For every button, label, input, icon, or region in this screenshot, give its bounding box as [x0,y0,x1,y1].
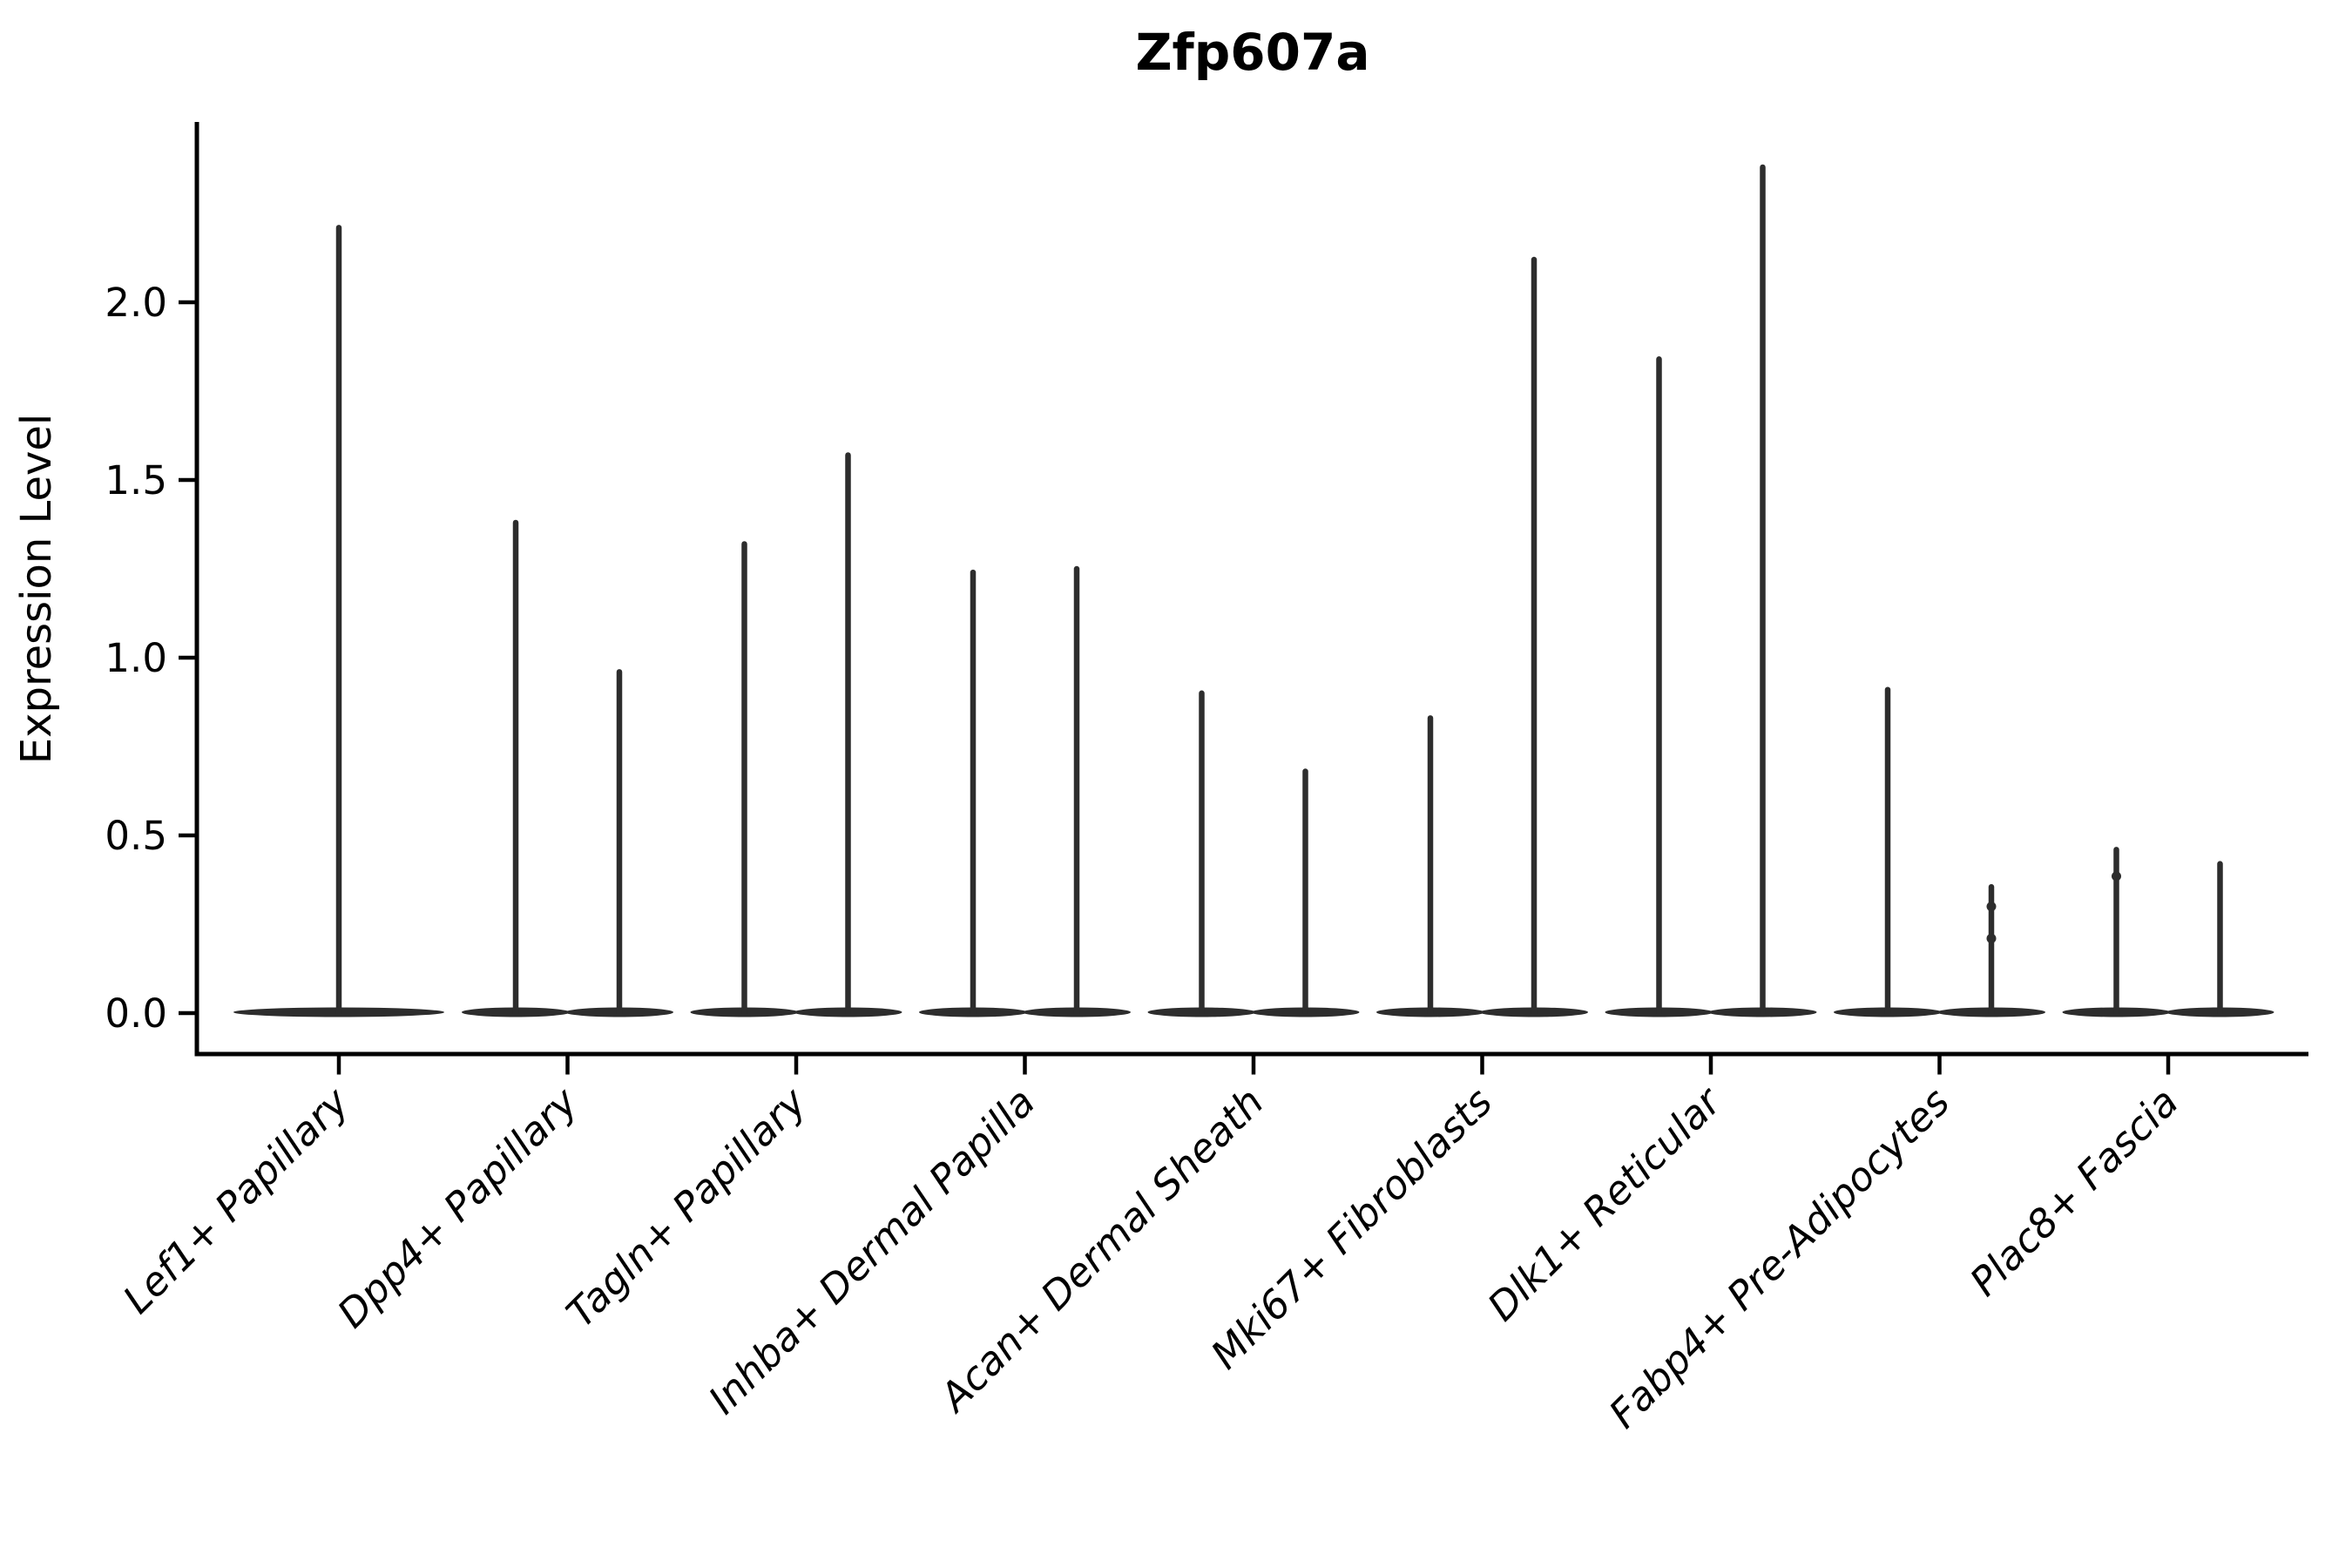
violin-layer [233,164,2274,1017]
violin [462,519,570,1017]
x-tick-label: Dpp4+ Papillary [328,1078,587,1336]
y-axis-title: Expression Level [12,414,61,765]
violin [1480,256,1588,1017]
violin [1937,883,2045,1017]
x-tick-label: Plac8+ Fascia [1961,1078,2187,1305]
violin-bump [1986,933,1997,943]
violin [1834,686,1942,1017]
x-tick-label: Tagln+ Papillary [558,1078,816,1336]
chart-title: Zfp607a [1135,23,1369,82]
violin-bump [2112,871,2121,882]
violin [1605,356,1713,1017]
y-tick-label: 0.0 [105,990,167,1037]
x-tick-label: Lef1+ Papillary [114,1078,359,1322]
violin [2166,861,2274,1017]
y-tick-label: 1.0 [105,635,167,681]
violin [1708,164,1817,1017]
violin [690,541,799,1017]
violin-bump [1986,902,1997,912]
violin [565,669,673,1017]
violin [233,225,444,1017]
x-tick-label: Dlk1+ Reticular [1478,1078,1731,1330]
violin [794,452,902,1017]
violin [1376,715,1484,1017]
violin [1251,768,1360,1017]
violin [2062,847,2171,1017]
violin [1147,690,1256,1017]
y-tick-label: 2.0 [105,280,167,326]
y-tick-label: 0.5 [105,813,167,859]
violin [919,569,1027,1017]
violin [1023,565,1131,1017]
y-tick-label: 1.5 [105,457,167,504]
